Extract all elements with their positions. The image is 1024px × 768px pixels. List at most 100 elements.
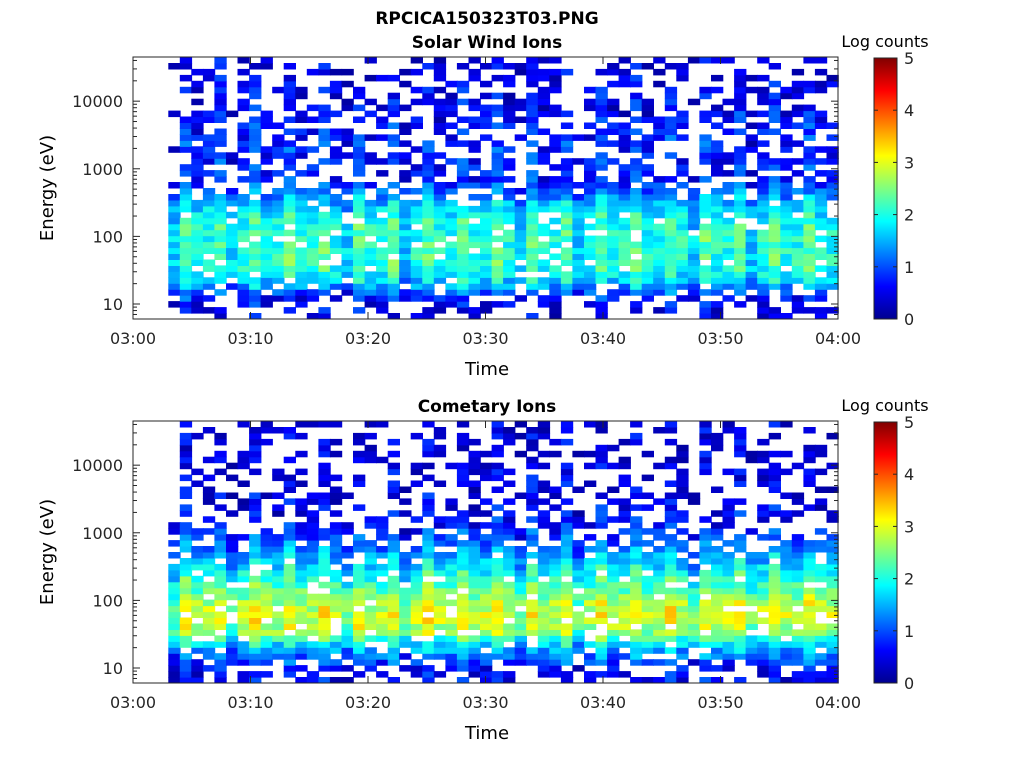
heatmap-cell xyxy=(168,671,181,678)
heatmap-cell xyxy=(734,444,747,452)
heatmap-cell xyxy=(283,152,296,159)
heatmap-cell xyxy=(249,647,262,654)
heatmap-cell xyxy=(295,253,308,260)
heatmap-cell xyxy=(514,211,527,219)
heatmap-cell xyxy=(757,128,770,135)
heatmap-cell xyxy=(480,593,493,601)
heatmap-cell xyxy=(745,558,758,565)
heatmap-cell xyxy=(179,528,193,535)
heatmap-cell xyxy=(560,164,574,171)
heatmap-cell xyxy=(456,283,470,290)
heatmap-cell xyxy=(480,301,493,308)
heatmap-cell xyxy=(422,182,435,189)
heatmap-cell xyxy=(422,593,435,601)
heatmap-cell xyxy=(422,265,435,272)
heatmap-cell xyxy=(295,581,308,589)
heatmap-cell xyxy=(410,480,423,487)
heatmap-cell xyxy=(376,259,389,266)
heatmap-cell xyxy=(537,241,551,249)
heatmap-cell xyxy=(468,510,481,517)
heatmap-cell xyxy=(595,259,608,266)
heatmap-cell xyxy=(364,211,377,219)
heatmap-cell xyxy=(491,259,504,266)
heatmap-cell xyxy=(711,635,724,642)
heatmap-cell xyxy=(503,468,516,476)
heatmap-cell xyxy=(306,623,320,630)
heatmap-cell xyxy=(318,546,331,553)
heatmap-cell xyxy=(468,540,481,547)
heatmap-cell xyxy=(549,57,562,64)
heatmap-cell xyxy=(329,247,343,254)
heatmap-cell xyxy=(168,182,181,189)
heatmap-cell xyxy=(399,80,412,88)
heatmap-cell xyxy=(791,498,805,505)
heatmap-cell xyxy=(745,199,758,207)
heatmap-cell xyxy=(445,647,458,654)
heatmap-cell xyxy=(814,235,828,243)
heatmap-cell xyxy=(214,552,227,559)
heatmap-cell xyxy=(214,641,227,648)
heatmap-cell xyxy=(249,581,262,589)
heatmap-cell xyxy=(283,211,296,219)
heatmap-cell xyxy=(214,611,227,618)
heatmap-cell xyxy=(687,498,701,505)
heatmap-cell xyxy=(607,80,620,88)
heatmap-cell xyxy=(757,450,770,458)
heatmap-cell xyxy=(687,641,701,648)
heatmap-cell xyxy=(699,253,712,260)
heatmap-cell xyxy=(595,271,608,278)
heatmap-cell xyxy=(814,575,828,583)
heatmap-cell xyxy=(514,569,527,577)
heatmap-cell xyxy=(595,599,608,607)
heatmap-cell xyxy=(387,438,400,446)
heatmap-cell xyxy=(318,140,331,147)
heatmap-cell xyxy=(491,104,504,112)
heatmap-cell xyxy=(653,629,666,636)
heatmap-cell xyxy=(422,247,435,254)
heatmap-cell xyxy=(191,182,204,189)
heatmap-cell xyxy=(722,563,735,571)
heatmap-cell xyxy=(676,205,689,213)
heatmap-cell xyxy=(179,74,193,82)
heatmap-cell xyxy=(560,217,574,225)
heatmap-cell xyxy=(329,569,343,577)
heatmap-cell xyxy=(353,253,366,260)
heatmap-cell xyxy=(179,540,193,547)
heatmap-cell xyxy=(687,617,701,624)
heatmap-cell xyxy=(503,122,516,129)
heatmap-cell xyxy=(272,468,285,476)
heatmap-cell xyxy=(699,617,712,624)
heatmap-cell xyxy=(399,211,412,219)
heatmap-cell xyxy=(376,421,389,428)
heatmap-cell xyxy=(202,188,216,195)
heatmap-cell xyxy=(306,522,320,529)
heatmap-cell xyxy=(191,587,204,595)
heatmap-cell xyxy=(295,128,308,135)
heatmap-cell xyxy=(353,617,366,624)
heatmap-cell xyxy=(676,211,689,219)
heatmap-cell xyxy=(249,599,262,607)
heatmap-cell xyxy=(584,188,597,195)
heatmap-cell xyxy=(226,510,239,517)
heatmap-cell xyxy=(272,427,285,434)
heatmap-cell xyxy=(780,86,793,94)
heatmap-cell xyxy=(699,641,712,648)
heatmap-cell xyxy=(560,229,574,237)
heatmap-cell xyxy=(491,599,504,607)
heatmap-cell xyxy=(826,581,839,589)
heatmap-cell xyxy=(422,307,435,314)
heatmap-cell xyxy=(491,427,504,434)
heatmap-cell xyxy=(722,217,735,225)
heatmap-cell xyxy=(618,247,631,254)
heatmap-cell xyxy=(630,265,643,272)
heatmap-cell xyxy=(491,211,504,219)
heatmap-cell xyxy=(503,558,516,565)
heatmap-cell xyxy=(595,104,608,112)
heatmap-cell xyxy=(168,665,181,672)
heatmap-cell xyxy=(249,558,262,565)
heatmap-cell xyxy=(664,558,678,565)
heatmap-cell xyxy=(480,307,493,314)
heatmap-cell xyxy=(329,158,343,165)
heatmap-cell xyxy=(260,235,273,243)
